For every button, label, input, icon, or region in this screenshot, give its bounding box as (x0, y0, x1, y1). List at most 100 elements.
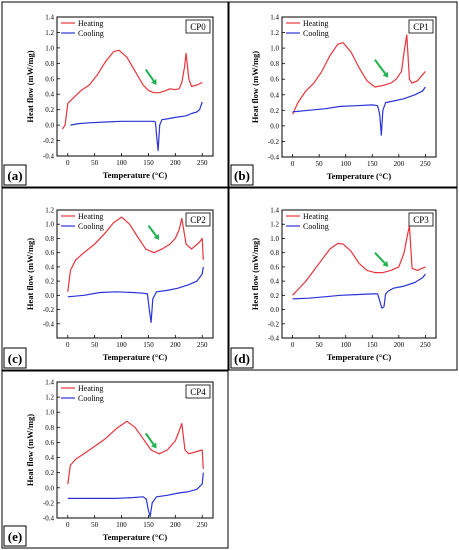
plot-area (281, 209, 437, 339)
x-tick-label: 250 (197, 159, 208, 167)
legend-entry-cooling: Cooling (78, 29, 104, 38)
x-tick-label: 50 (91, 341, 99, 349)
x-tick-label: 150 (367, 160, 378, 168)
x-tick-label: 100 (116, 341, 127, 349)
y-tick-label: 0.2 (45, 278, 54, 286)
sample-label-box (185, 19, 211, 34)
series-line-cooling (67, 472, 204, 518)
y-axis-title: Heat flow (mW/mg) (25, 414, 35, 486)
legend-entry-heating: Heating (303, 19, 328, 28)
plot-area (56, 381, 214, 519)
x-axis-title: Temperature (°C) (327, 352, 392, 362)
y-tick-label: 0.2 (45, 106, 54, 114)
y-tick-label: 0.8 (45, 424, 54, 432)
trend-arrow-shaft (147, 225, 157, 237)
trend-arrow-head (382, 261, 389, 267)
y-tick-label: 0.8 (45, 60, 54, 68)
y-tick-label: 0.4 (270, 278, 279, 286)
y-tick-label: 1.2 (45, 207, 54, 215)
panel-label-box (230, 164, 254, 186)
panel-frame (228, 1, 458, 188)
y-tick-label: 0.8 (270, 60, 279, 68)
y-tick-label: -0.4 (43, 320, 55, 328)
x-tick-label: 50 (91, 159, 99, 167)
y-tick-label: 0.0 (45, 122, 54, 130)
panel-label-box (3, 525, 27, 547)
y-tick-label: -0.2 (43, 499, 55, 507)
x-axis-title: Temperature (°C) (327, 171, 392, 181)
x-tick-label: 250 (197, 341, 208, 349)
x-axis-title: Temperature (°C) (103, 170, 168, 180)
x-tick-label: 0 (66, 341, 70, 349)
x-tick-label: 50 (91, 521, 99, 529)
panel-frame (1, 187, 229, 371)
sample-label-box (408, 19, 434, 34)
x-tick-label: 200 (394, 341, 405, 349)
panel-label: (a) (7, 168, 22, 183)
x-tick-label: 100 (340, 341, 351, 349)
y-tick-label: -0.4 (268, 335, 280, 343)
y-tick-label: 0.2 (270, 107, 279, 115)
y-tick-label: 1.0 (270, 45, 279, 53)
series-line-heating (67, 216, 204, 292)
y-tick-label: 0.4 (45, 263, 54, 271)
panel-label-box (3, 164, 27, 186)
y-tick-label: -0.2 (43, 137, 55, 145)
x-tick-label: 0 (66, 159, 70, 167)
sample-label-box (185, 212, 211, 227)
plot-area (281, 16, 437, 158)
y-tick-label: -0.2 (268, 138, 280, 146)
sample-label: CP2 (190, 215, 206, 225)
y-tick-label: -0.2 (43, 306, 55, 314)
legend-entry-cooling: Cooling (78, 394, 104, 403)
panel-label: (b) (234, 168, 250, 183)
x-tick-label: 200 (170, 521, 181, 529)
y-tick-label: 1.2 (45, 29, 54, 37)
y-tick-label: 1.4 (45, 14, 54, 22)
trend-arrow-head (151, 79, 157, 85)
x-tick-label: 150 (143, 159, 154, 167)
legend-entry-heating: Heating (78, 212, 103, 221)
y-tick-label: 0.6 (45, 439, 54, 447)
trend-arrow-head (382, 71, 389, 78)
series-line-cooling (67, 266, 204, 323)
panel-label-box (230, 347, 254, 369)
trend-arrow-shaft (144, 68, 155, 82)
chart-panel-1: 0 50 100 150 200 250 -0.4 -0.2 0.0 0.2 0.4 0.6 0.8 1.… (1, 1, 229, 188)
y-tick-label: 1.4 (270, 207, 279, 215)
y-tick-label: 1.2 (270, 29, 279, 37)
y-axis-title: Heat flow (mW/mg) (25, 238, 35, 310)
panel-label: (d) (234, 351, 250, 366)
y-tick-label: 0.0 (270, 306, 279, 314)
legend-entry-cooling: Cooling (303, 29, 329, 38)
panel-label: (e) (8, 529, 22, 544)
y-tick-label: 1.0 (45, 44, 54, 52)
y-tick-label: -0.4 (43, 515, 55, 523)
x-tick-label: 0 (291, 341, 295, 349)
x-tick-label: 50 (316, 341, 324, 349)
x-tick-label: 0 (66, 521, 70, 529)
sample-label-box (185, 384, 211, 399)
series-line-heating (292, 225, 426, 296)
legend-entry-heating: Heating (303, 212, 328, 221)
y-tick-label: 0.8 (45, 235, 54, 243)
y-tick-label: 0.4 (45, 91, 54, 99)
panel-frame (1, 1, 229, 188)
y-tick-label: 1.4 (270, 14, 279, 22)
series-line-heating (67, 420, 204, 485)
series-line-heating (61, 49, 203, 130)
y-axis-title: Heat flow (mW/mg) (25, 50, 35, 122)
panel-frame (1, 370, 229, 549)
y-tick-label: 0.2 (270, 292, 279, 300)
sample-label: CP1 (413, 22, 429, 32)
y-tick-label: 0.4 (45, 454, 54, 462)
chart-panel-5: 0 50 100 150 200 250 -0.4 -0.2 0.0 0.2 0.4 0.6 0.8 1.… (1, 370, 229, 549)
x-tick-label: 150 (367, 341, 378, 349)
x-tick-label: 150 (143, 521, 154, 529)
y-tick-label: 1.2 (270, 221, 279, 229)
y-tick-label: 0.4 (270, 91, 279, 99)
x-tick-label: 50 (316, 160, 324, 168)
sample-label: CP3 (413, 215, 429, 225)
sample-label: CP4 (190, 387, 206, 397)
